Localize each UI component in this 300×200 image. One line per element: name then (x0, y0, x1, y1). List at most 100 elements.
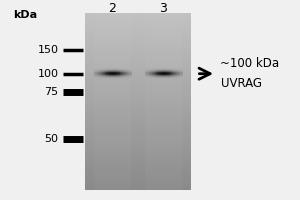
Bar (106, 68, 107, 69)
Bar (155, 70, 157, 71)
Bar (85, 96, 190, 99)
Bar (145, 76, 146, 77)
Bar (145, 68, 146, 69)
Bar (182, 70, 183, 71)
Bar (94, 43, 131, 45)
Bar (124, 71, 125, 72)
Bar (124, 69, 125, 70)
Bar (99, 77, 100, 78)
Bar (94, 102, 131, 104)
Bar (119, 69, 121, 70)
Bar (130, 70, 131, 71)
Bar (169, 72, 170, 73)
Bar (129, 74, 130, 75)
Bar (94, 72, 95, 73)
Bar (147, 77, 148, 78)
Bar (157, 69, 158, 70)
Bar (165, 72, 166, 73)
Bar (145, 48, 182, 51)
Bar (163, 78, 164, 79)
Bar (146, 69, 147, 70)
Bar (127, 73, 128, 74)
Bar (85, 184, 190, 187)
Bar (111, 77, 112, 78)
Bar (124, 72, 125, 73)
Bar (111, 78, 112, 79)
Bar (155, 73, 157, 74)
Bar (182, 72, 183, 73)
Bar (131, 76, 132, 77)
Bar (151, 71, 152, 72)
Bar (174, 74, 175, 75)
Bar (124, 75, 125, 76)
Bar (114, 75, 115, 76)
Bar (145, 134, 182, 137)
Bar (157, 70, 158, 71)
Bar (155, 78, 157, 79)
Bar (175, 68, 176, 69)
Bar (121, 74, 122, 75)
Bar (111, 76, 112, 77)
Bar (94, 72, 131, 75)
Bar (145, 78, 182, 81)
Bar (145, 22, 182, 25)
Bar (148, 74, 149, 75)
Bar (119, 73, 121, 74)
Bar (129, 69, 130, 70)
Bar (111, 69, 112, 70)
Bar (145, 57, 182, 60)
Bar (94, 25, 131, 28)
Bar (109, 77, 110, 78)
Bar (150, 75, 151, 76)
Text: 150: 150 (38, 45, 58, 55)
Bar (117, 69, 118, 70)
Bar (102, 78, 103, 79)
Bar (145, 28, 182, 31)
Bar (107, 69, 108, 70)
Bar (106, 74, 107, 75)
Bar (159, 74, 160, 75)
Bar (102, 77, 103, 78)
Bar (94, 48, 131, 51)
Bar (85, 69, 190, 72)
Bar (158, 69, 159, 70)
Bar (117, 76, 118, 77)
Bar (113, 73, 114, 74)
Bar (163, 74, 164, 75)
Bar (115, 77, 116, 78)
Bar (85, 28, 190, 31)
Bar (129, 72, 130, 73)
Bar (94, 178, 131, 181)
Bar (94, 128, 131, 131)
Bar (163, 77, 164, 78)
Bar (170, 69, 172, 70)
Bar (125, 73, 126, 74)
Bar (99, 70, 100, 71)
Bar (148, 73, 149, 74)
Bar (118, 70, 119, 71)
Text: ~100 kDa: ~100 kDa (220, 57, 280, 70)
Bar (151, 68, 152, 69)
Bar (146, 68, 147, 69)
Bar (109, 78, 110, 79)
Bar (114, 70, 115, 71)
Bar (103, 70, 104, 71)
Bar (155, 71, 157, 72)
Bar (98, 68, 99, 69)
Bar (154, 70, 155, 71)
Bar (94, 140, 131, 143)
Bar (145, 155, 182, 158)
Bar (145, 137, 182, 140)
Bar (169, 77, 170, 78)
Bar (158, 68, 159, 69)
Bar (162, 78, 163, 79)
Bar (178, 69, 179, 70)
Bar (169, 75, 170, 76)
Bar (115, 74, 116, 75)
Bar (167, 74, 168, 75)
Bar (116, 76, 117, 77)
Bar (112, 70, 113, 71)
Bar (122, 73, 123, 74)
Bar (127, 69, 128, 70)
Bar (112, 72, 113, 73)
